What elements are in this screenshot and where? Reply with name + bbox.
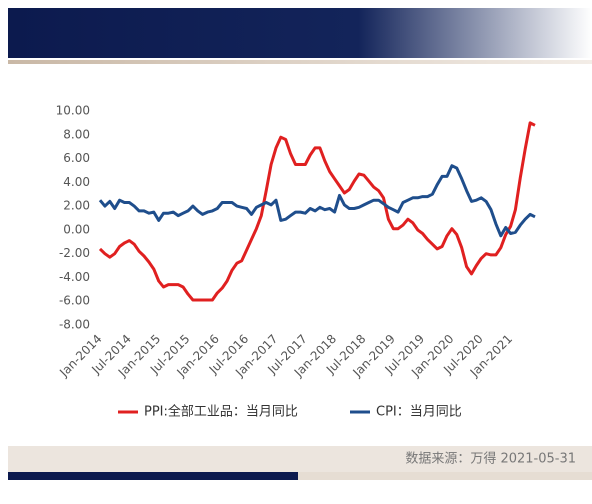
footer-bar <box>8 446 592 472</box>
y-tick-label: 0.00 <box>63 222 90 236</box>
series-line <box>98 164 536 238</box>
y-tick-label: 2.00 <box>63 199 90 213</box>
y-tick-label: 4.00 <box>63 175 90 189</box>
y-tick-label: 8.00 <box>63 127 90 141</box>
y-tick-label: 6.00 <box>63 151 90 165</box>
footer-navy <box>8 472 298 480</box>
legend-label: CPI：当月同比 <box>376 405 462 420</box>
y-tick-label: -2.00 <box>59 246 90 260</box>
source-note: 数据来源：万得 2021-05-31 <box>405 451 576 467</box>
y-tick-label: 10.00 <box>56 104 90 118</box>
series-line <box>98 121 536 302</box>
y-tick-label: -4.00 <box>59 270 90 284</box>
y-tick-label: -6.00 <box>59 294 90 308</box>
header-rule <box>8 60 592 64</box>
footer-beige <box>298 472 592 480</box>
legend-label: PPI:全部工业品：当月同比 <box>144 404 298 420</box>
y-tick-label: -8.00 <box>59 318 90 332</box>
header-banner <box>8 8 592 58</box>
